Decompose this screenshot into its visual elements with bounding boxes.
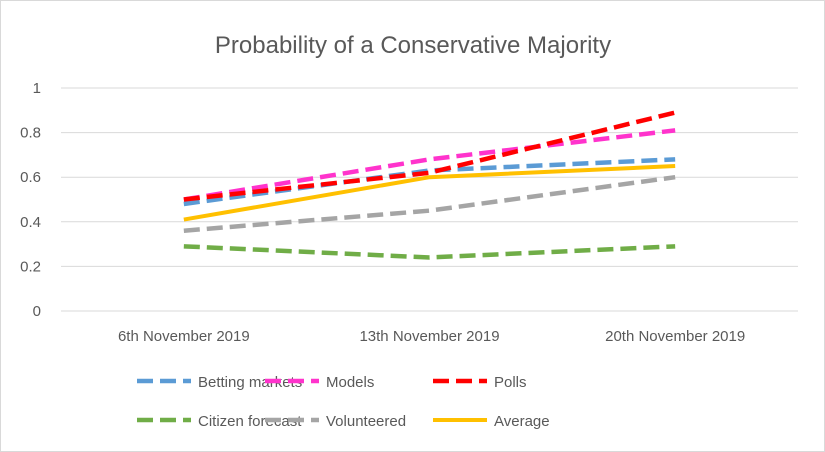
- legend-item: Volunteered: [265, 413, 406, 430]
- legend-item: Polls: [433, 374, 527, 391]
- chart-title: Probability of a Conservative Majority: [215, 32, 611, 59]
- series-line-betting-markets: [183, 157, 676, 207]
- grid-lines: [61, 87, 798, 312]
- series-line-average: [183, 164, 676, 222]
- series-lines: [183, 110, 676, 260]
- legend-label: Average: [494, 413, 550, 430]
- legend-label: Volunteered: [326, 413, 406, 430]
- legend-label: Polls: [494, 374, 527, 391]
- y-axis-ticks: 0 0.2 0.4 0.6 0.8 1: [20, 80, 41, 320]
- y-tick-label: 0: [33, 303, 41, 320]
- series-line-volunteered: [183, 174, 676, 233]
- legend-item: Average: [433, 413, 550, 430]
- y-tick-label: 0.4: [20, 214, 41, 231]
- y-tick-label: 1: [33, 80, 41, 97]
- y-tick-label: 0.6: [20, 169, 41, 186]
- legend-item: Citizen forecast: [137, 413, 302, 430]
- y-tick-label: 0.2: [20, 258, 41, 275]
- legend: Betting markets Models Polls Citizen foreca…: [137, 374, 550, 430]
- legend-label: Models: [326, 374, 374, 391]
- series-line-polls: [183, 110, 676, 202]
- x-axis-ticks: 6th November 2019 13th November 2019 20th …: [118, 328, 745, 345]
- legend-item: Betting markets: [137, 374, 302, 391]
- series-line-citizen-forecast: [183, 244, 676, 260]
- series-line-models: [183, 128, 676, 202]
- x-tick-label: 6th November 2019: [118, 328, 250, 345]
- x-tick-label: 13th November 2019: [359, 328, 499, 345]
- legend-label: Citizen forecast: [198, 413, 302, 430]
- legend-label: Betting markets: [198, 374, 302, 391]
- x-tick-label: 20th November 2019: [605, 328, 745, 345]
- legend-item: Models: [265, 374, 374, 391]
- y-tick-label: 0.8: [20, 125, 41, 142]
